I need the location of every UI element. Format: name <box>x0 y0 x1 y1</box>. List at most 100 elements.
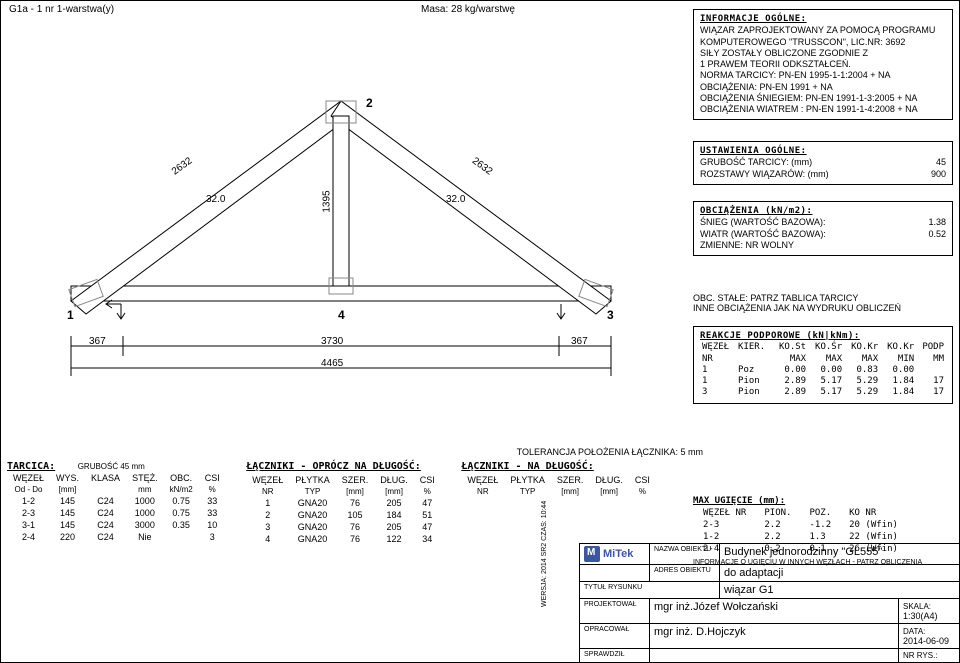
laczniki-dlug-section: ŁĄCZNIKI - NA DŁUGOŚĆ: WĘZEŁPŁYTKASZER.D… <box>461 461 656 497</box>
angle-l: 32.0 <box>206 194 225 205</box>
rc: 2.89 <box>772 387 808 398</box>
settings-box: USTAWIENIA OGÓLNE: GRUBOŚĆ TARCICY: (mm)… <box>693 141 953 185</box>
tc: C24 <box>85 519 126 531</box>
ts <box>85 484 126 495</box>
ts: NR <box>246 486 289 497</box>
settings-key: ROZSTAWY WIĄZARÓW: (mm) <box>700 169 829 180</box>
info-general-title: INFORMACJE OGÓLNE: <box>700 14 946 25</box>
rc: 0.00 <box>772 365 808 376</box>
obj-addr-lbl: ADRES OBIEKTU <box>650 565 720 581</box>
obj-name: Budynek jednorodzinny "GL555" <box>720 544 959 564</box>
dim-span: 4465 <box>321 358 343 369</box>
rh: PODP <box>916 342 946 353</box>
loads-title: OBCIĄŻENIA (kN/m2): <box>700 206 946 217</box>
scale: 1:30(A4) <box>903 611 938 621</box>
rs: MAX <box>844 354 880 365</box>
dim-seg-left: 367 <box>89 336 106 347</box>
info-line: OBCIĄŻENIA WIATREM : PN-EN 1991-1-4:2008… <box>700 104 946 115</box>
dh: PION. <box>756 508 799 518</box>
tc: 1-2 <box>7 495 50 507</box>
ts: [mm] <box>336 486 375 497</box>
tc: 51 <box>414 509 441 521</box>
tc: GNA20 <box>289 509 336 521</box>
static-note-line: INNE OBCIĄŻENIA JAK NA WYDRUKU OBLICZEŃ <box>693 303 953 313</box>
rc: 0.00 <box>808 365 844 376</box>
dh: KO NR <box>841 508 906 518</box>
rc: 0.00 <box>880 365 916 376</box>
ts: mm <box>126 484 164 495</box>
tc: 33 <box>199 507 226 519</box>
settings-title: USTAWIENIA OGÓLNE: <box>700 146 946 157</box>
info-line: NORMA TARCICY: PN-EN 1995-1-1:2004 + NA <box>700 70 946 81</box>
tc: 47 <box>414 521 441 533</box>
node-2: 2 <box>366 96 373 110</box>
page: G1a - 1 nr 1-warstwa(y) Masa: 28 kg/wars… <box>0 0 960 663</box>
tc: 76 <box>336 521 375 533</box>
dh: POZ. <box>801 508 839 518</box>
ts: kN/m2 <box>164 484 199 495</box>
info-line: WIĄZAR ZAPROJEKTOWANY ZA POMOCĄ PROGRAMU <box>700 25 946 36</box>
draw-title-lbl: TYTUŁ RYSUNKU <box>580 582 720 598</box>
tc: 2-3 <box>7 507 50 519</box>
settings-val: 900 <box>931 169 946 180</box>
rc <box>916 365 946 376</box>
tc: 3 <box>246 521 289 533</box>
tc: 3 <box>199 531 226 543</box>
rh: KO.St <box>772 342 808 353</box>
ts: [mm] <box>551 486 590 497</box>
tc: 184 <box>374 509 414 521</box>
th: CSI <box>414 474 441 486</box>
rc: 17 <box>916 376 946 387</box>
info-line: OBCIĄŻENIA ŚNIEGIEM: PN-EN 1991-1-3:2005… <box>700 93 946 104</box>
drawn: mgr inż. D.Hojczyk <box>650 624 899 648</box>
header-id: G1a - 1 nr 1-warstwa(y) <box>9 4 114 15</box>
dc: 1.3 <box>801 532 839 542</box>
logo-text: MiTek <box>603 548 633 560</box>
header-mass: Masa: 28 kg/warstwę <box>421 4 515 15</box>
rc: 1.84 <box>880 387 916 398</box>
dc: 1-2 <box>695 532 754 542</box>
laczniki-table: WĘZEŁPŁYTKASZER.DŁUG.CSI NRTYP[mm][mm]% … <box>246 474 441 545</box>
laczniki-section: ŁĄCZNIKI - OPRÓCZ NA DŁUGOŚĆ: WĘZEŁPŁYTK… <box>246 461 441 545</box>
tc: 33 <box>199 495 226 507</box>
th: PŁYTKA <box>504 474 551 486</box>
rc: 1 <box>700 365 736 376</box>
ts: % <box>199 484 226 495</box>
tc: 3-1 <box>7 519 50 531</box>
dc: 2-3 <box>695 520 754 530</box>
laczniki-dlug-title: ŁĄCZNIKI - NA DŁUGOŚĆ: <box>461 461 656 472</box>
th: SZER. <box>551 474 590 486</box>
laczniki-dlug-table: WĘZEŁPŁYTKASZER.DŁUG.CSI NRTYP[mm][mm]% <box>461 474 656 497</box>
load-key: ŚNIEG (WARTOŚĆ BAZOWA): <box>700 217 826 228</box>
node-1: 1 <box>67 308 74 322</box>
tarcica-title: TARCICA: <box>7 461 55 472</box>
tc: C24 <box>85 507 126 519</box>
tc: 0.75 <box>164 495 199 507</box>
rs: MAX <box>808 354 844 365</box>
settings-val: 45 <box>936 157 946 168</box>
laczniki-title: ŁĄCZNIKI - OPRÓCZ NA DŁUGOŚĆ: <box>246 461 441 472</box>
rh: KIER. <box>736 342 772 353</box>
tarcica-table: WĘZEŁWYS.KLASASTĘŻ.OBC.CSI Od - Do[mm]mm… <box>7 472 226 543</box>
tc: 47 <box>414 497 441 509</box>
rc: 5.17 <box>808 387 844 398</box>
tc: GNA20 <box>289 497 336 509</box>
th: DŁUG. <box>589 474 629 486</box>
rs: NR <box>700 354 736 365</box>
designed-lbl: PROJEKTOWAŁ <box>580 599 650 623</box>
rc: Pion <box>736 376 772 387</box>
tc: GNA20 <box>289 533 336 545</box>
tc: C24 <box>85 531 126 543</box>
th: OBC. <box>164 472 199 484</box>
tc: 1000 <box>126 495 164 507</box>
tolerance-note: TOLERANCJA POŁOŻENIA ŁĄCZNIKA: 5 mm <box>517 447 703 457</box>
th: PŁYTKA <box>289 474 336 486</box>
node-3: 3 <box>607 308 614 322</box>
th: WĘZEŁ <box>7 472 50 484</box>
logo-box: MiTek <box>580 544 650 564</box>
load-val: 1.38 <box>928 217 946 228</box>
info-line: OBCIĄŻENIA: PN-EN 1991 + NA <box>700 82 946 93</box>
tc: 145 <box>50 519 85 531</box>
rc: Pion <box>736 387 772 398</box>
tc: 2 <box>246 509 289 521</box>
